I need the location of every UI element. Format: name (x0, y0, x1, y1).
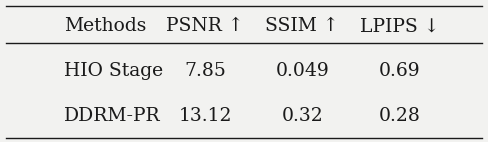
Text: Methods: Methods (64, 17, 147, 36)
Text: 13.12: 13.12 (179, 106, 232, 125)
Text: DDRM-PR: DDRM-PR (64, 106, 161, 125)
Text: HIO Stage: HIO Stage (64, 62, 163, 80)
Text: SSIM ↑: SSIM ↑ (265, 17, 339, 36)
Text: 0.049: 0.049 (275, 62, 329, 80)
Text: PSNR ↑: PSNR ↑ (166, 17, 244, 36)
Text: 0.69: 0.69 (379, 62, 420, 80)
Text: 0.28: 0.28 (378, 106, 420, 125)
Text: LPIPS ↓: LPIPS ↓ (360, 17, 439, 36)
Text: 7.85: 7.85 (184, 62, 226, 80)
Text: 0.32: 0.32 (282, 106, 323, 125)
